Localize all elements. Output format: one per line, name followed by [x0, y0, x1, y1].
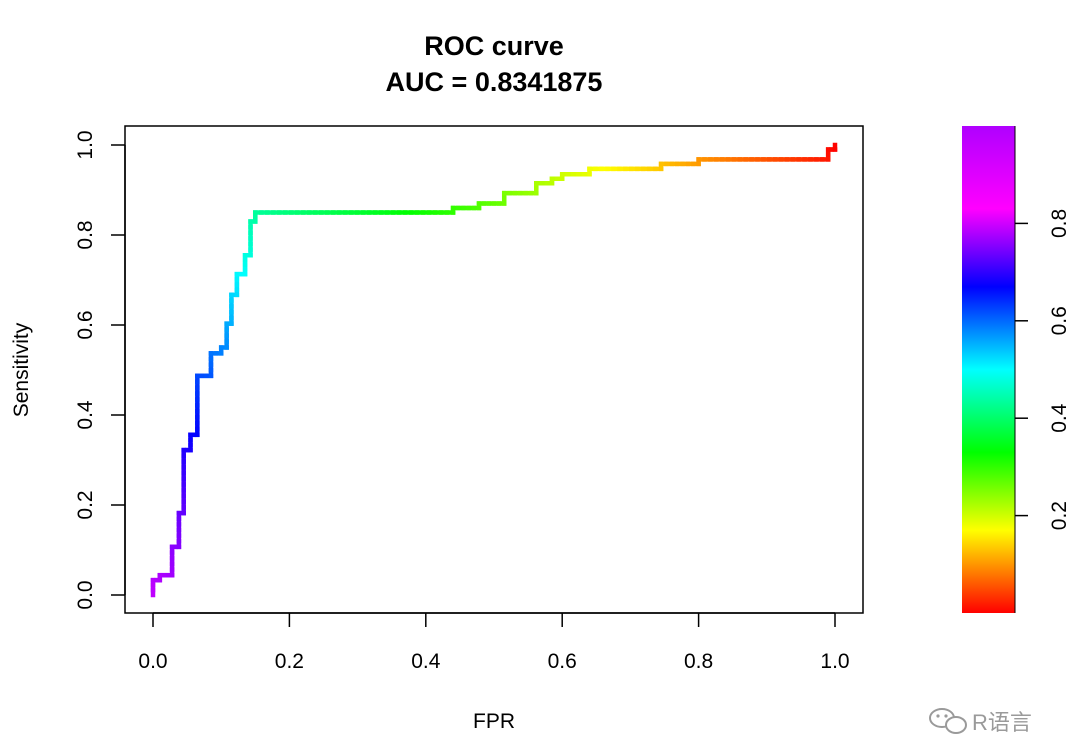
x-axis-label: FPR: [473, 710, 515, 733]
watermark-text: R语言: [972, 710, 1032, 735]
y-axis: 0.0 0.2 0.4 0.6 0.8 1.0: [74, 130, 126, 610]
colorbar: [962, 126, 1015, 613]
watermark: R语言: [929, 708, 1032, 735]
x-tick-label: 1.0: [820, 650, 849, 673]
x-tick-label: 0.0: [138, 650, 167, 673]
chart-title: ROC curve: [424, 31, 564, 61]
colorbar-tick-label: 0.2: [1048, 501, 1071, 530]
colorbar-axis: 0.2 0.4 0.6 0.8: [1014, 126, 1071, 613]
wechat-icon: [929, 708, 967, 734]
x-axis: 0.0 0.2 0.4 0.6 0.8 1.0: [138, 612, 850, 673]
colorbar-tick-label: 0.8: [1048, 209, 1071, 238]
y-tick-label: 0.2: [74, 490, 97, 519]
roc-curve: [150, 142, 838, 598]
y-tick-label: 0.6: [74, 310, 97, 339]
x-tick-label: 0.6: [548, 650, 577, 673]
y-tick-label: 1.0: [74, 130, 97, 159]
x-tick-label: 0.2: [275, 650, 304, 673]
x-tick-label: 0.4: [411, 650, 441, 673]
chart-subtitle: AUC = 0.8341875: [386, 67, 603, 97]
y-tick-label: 0.8: [74, 220, 97, 249]
x-tick-label: 0.8: [684, 650, 713, 673]
y-tick-label: 0.4: [74, 400, 97, 430]
y-axis-label: Sensitivity: [10, 322, 33, 417]
y-tick-label: 0.0: [74, 580, 97, 609]
colorbar-tick-label: 0.6: [1048, 306, 1071, 335]
plot-frame: [124, 125, 864, 614]
colorbar-tick-label: 0.4: [1048, 403, 1071, 433]
